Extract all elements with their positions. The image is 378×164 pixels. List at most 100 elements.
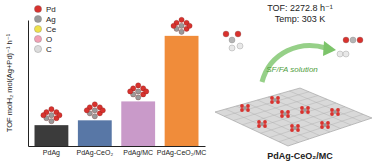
particle <box>136 83 141 88</box>
particle <box>128 89 133 94</box>
x-axis-line <box>29 146 206 147</box>
particle <box>136 89 141 94</box>
particle <box>276 96 280 100</box>
particle <box>100 108 105 113</box>
particle <box>270 96 274 100</box>
x-axis: PdAg PdAg-CeO₂ PdAg/MC PdAg-CeO₂/MC <box>29 146 207 157</box>
product-atom <box>337 51 343 57</box>
particle <box>240 104 244 108</box>
particle <box>257 120 261 124</box>
diagram: TOF: 2272.8 h⁻¹Temp: 303 K SF/FA solution… <box>215 3 372 161</box>
particle <box>246 104 250 108</box>
particle <box>246 108 250 112</box>
formic-acid-atom <box>235 31 241 37</box>
particle <box>320 121 324 125</box>
x-tick-label: PdAg/MC <box>123 149 153 157</box>
bars <box>35 36 199 146</box>
x-tick-label: PdAg-CeO₂/MC <box>157 149 206 157</box>
particle <box>49 119 54 124</box>
bar <box>35 125 69 146</box>
x-tick-label: PdAg-CeO₂ <box>77 149 114 157</box>
legend-label: Pd <box>46 5 56 14</box>
bar <box>165 36 199 146</box>
particle <box>57 113 62 118</box>
legend-swatch <box>34 15 41 22</box>
y-axis-title: TOF molH₂ mol(Ag+Pd)⁻¹ h⁻¹ <box>5 33 14 132</box>
particle <box>263 120 267 124</box>
particle <box>286 114 290 118</box>
arrow-head <box>323 41 336 56</box>
formic-acid-atom <box>223 31 229 37</box>
particle <box>187 23 192 28</box>
solution-text: SF/FA solution <box>266 65 318 74</box>
particle <box>92 102 97 107</box>
particle <box>84 108 89 113</box>
formic-acid-atom <box>229 37 235 43</box>
particle <box>336 112 340 116</box>
graphical-abstract: PdAg PdAg-CeO₂ PdAg/MC PdAg-CeO₂/MC TOF molH… <box>0 0 378 164</box>
sheet-line <box>270 111 354 138</box>
particle <box>320 125 324 129</box>
particle <box>336 108 340 112</box>
formic-acid-atom <box>229 45 235 51</box>
sheet-line <box>252 103 337 129</box>
particle <box>326 121 330 125</box>
particle <box>326 125 330 129</box>
bar <box>121 101 155 146</box>
tof-text: TOF: 2272.8 h⁻¹ <box>267 3 333 13</box>
sheet-line <box>289 91 361 122</box>
particle <box>144 89 149 94</box>
particle <box>240 108 244 112</box>
particle <box>280 110 284 114</box>
particle <box>296 124 300 128</box>
particle <box>179 17 184 22</box>
legend-swatch <box>34 25 41 32</box>
particle <box>276 100 280 104</box>
particle <box>300 110 304 114</box>
reaction-arrow <box>262 46 326 82</box>
particle <box>270 100 274 104</box>
particle <box>41 113 46 118</box>
particle <box>263 124 267 128</box>
particle <box>290 128 294 132</box>
sheet-line <box>261 107 345 134</box>
particle <box>296 128 300 132</box>
temp-text: Temp: 303 K <box>275 14 326 24</box>
particle <box>286 110 290 114</box>
catalyst-text: PdAg-CeO₂/MC <box>267 151 333 161</box>
sheet-line <box>279 94 351 125</box>
x-tick: PdAg <box>43 146 60 157</box>
particle <box>280 114 284 118</box>
particle-icons <box>41 17 192 124</box>
particle <box>306 106 310 110</box>
particle <box>179 29 184 34</box>
particle <box>330 108 334 112</box>
formic-acid-atom <box>237 43 243 49</box>
y-axis <box>28 21 29 147</box>
particle <box>92 114 97 119</box>
legend-swatch <box>34 35 41 42</box>
particle <box>179 23 184 28</box>
product-atom <box>350 37 356 43</box>
product-atom <box>343 51 349 57</box>
legend-swatch <box>34 5 41 12</box>
legend-label: C <box>46 45 52 54</box>
particle <box>306 110 310 114</box>
particle <box>92 108 97 113</box>
legend-label: O <box>46 35 52 44</box>
product-atom <box>343 37 349 43</box>
x-tick-label: PdAg <box>43 149 60 157</box>
particle <box>171 23 176 28</box>
x-tick: PdAg/MC <box>123 146 153 157</box>
particle <box>136 95 141 100</box>
carbon-sheet <box>215 88 372 146</box>
bar <box>78 120 112 146</box>
legend: PdAgCeOC <box>34 5 56 54</box>
sheet-line <box>226 109 299 143</box>
sheet-line <box>279 114 363 142</box>
x-tick: PdAg-CeO₂/MC <box>157 146 206 157</box>
x-tick: PdAg-CeO₂ <box>77 146 114 157</box>
y-axis-line <box>28 21 29 147</box>
particle <box>290 124 294 128</box>
legend-label: Ce <box>46 25 57 34</box>
